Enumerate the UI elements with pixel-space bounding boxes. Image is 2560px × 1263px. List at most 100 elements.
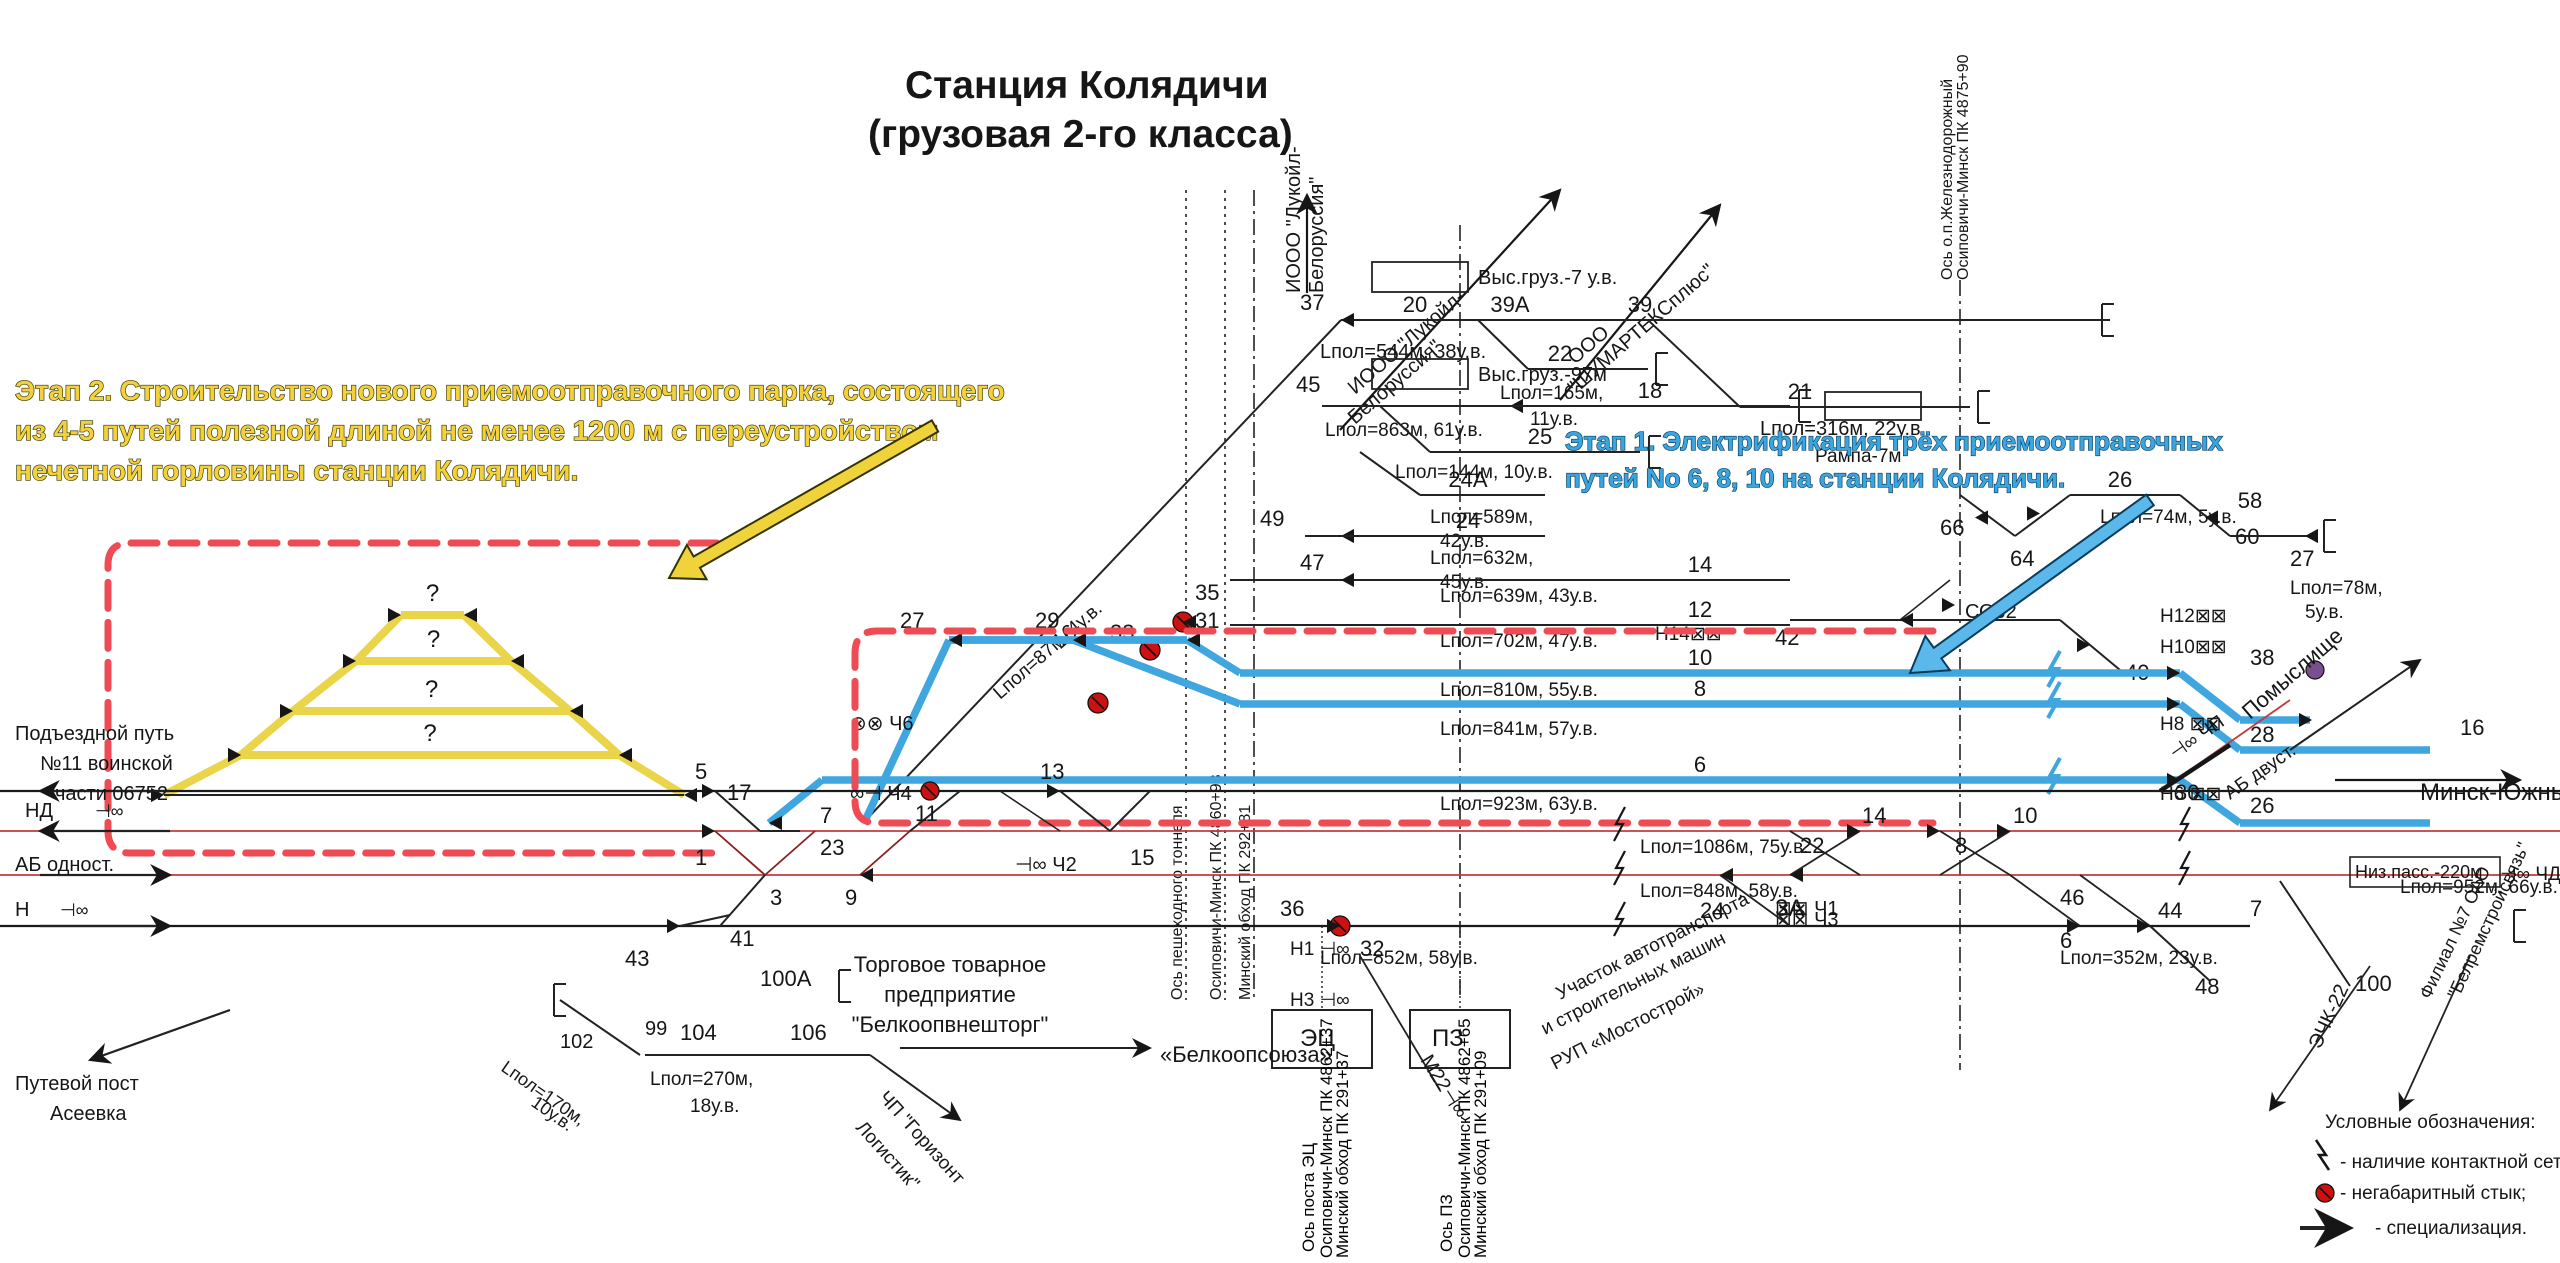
- svg-text:45: 45: [1296, 372, 1320, 397]
- svg-text:Минский обход ПК 292+81: Минский обход ПК 292+81: [1237, 805, 1254, 1000]
- svg-text:Н1 ⊣∞: Н1 ⊣∞: [1290, 939, 1350, 960]
- svg-text:6: 6: [1694, 752, 1706, 777]
- svg-text:5у.в.: 5у.в.: [2305, 602, 2344, 623]
- svg-text:Ось о.п.Железнодорожный: Ось о.п.Железнодорожный: [1939, 79, 1956, 280]
- svg-text:10: 10: [1688, 645, 1712, 670]
- svg-text:Станция Колядичи: Станция Колядичи: [905, 64, 1269, 107]
- svg-text:39: 39: [1628, 292, 1652, 317]
- svg-text:Н: Н: [15, 899, 29, 921]
- svg-text:(грузовая 2-го класса): (грузовая 2-го класса): [868, 113, 1293, 156]
- svg-text:44: 44: [2158, 898, 2182, 923]
- svg-text:25: 25: [1528, 424, 1552, 449]
- svg-text:?: ?: [426, 580, 439, 607]
- svg-text:48: 48: [2195, 974, 2219, 999]
- svg-text:Lпол=639м, 43у.в.: Lпол=639м, 43у.в.: [1440, 586, 1598, 607]
- svg-text:43: 43: [625, 946, 649, 971]
- svg-text:Этап 2. Строительство нового п: Этап 2. Строительство нового приемоотпра…: [15, 375, 1005, 406]
- svg-text:?: ?: [425, 676, 438, 703]
- svg-text:Н12⊠⊠: Н12⊠⊠: [2160, 606, 2227, 627]
- svg-text:Минск-Южный: Минск-Южный: [2420, 779, 2560, 806]
- svg-text:Lпол=923м, 63у.в.: Lпол=923м, 63у.в.: [1440, 794, 1598, 815]
- svg-text:99: 99: [645, 1018, 667, 1040]
- svg-text:5: 5: [695, 759, 707, 784]
- svg-text:⊣∞: ⊣∞: [60, 900, 89, 920]
- svg-text:Lпол=78м,: Lпол=78м,: [2290, 578, 2383, 599]
- svg-text:15: 15: [1130, 845, 1154, 870]
- svg-text:Н10⊠⊠: Н10⊠⊠: [2160, 637, 2227, 658]
- svg-text:⊗⊗ Ч6: ⊗⊗ Ч6: [850, 713, 914, 735]
- svg-text:«Белкоопсоюза»: «Белкоопсоюза»: [1160, 1042, 1332, 1067]
- svg-text:Осиповичи-Минск ПК 4875+90: Осиповичи-Минск ПК 4875+90: [1955, 54, 1972, 280]
- svg-text:- специализация.: - специализация.: [2375, 1218, 2527, 1239]
- svg-text:66: 66: [1940, 515, 1964, 540]
- svg-text:49: 49: [1260, 506, 1284, 531]
- svg-text:Путевой пост: Путевой пост: [15, 1073, 139, 1095]
- svg-text:Торговое товарное: Торговое товарное: [854, 952, 1047, 977]
- svg-text:46: 46: [2060, 885, 2084, 910]
- svg-text:Осиповичи-Минск ПК 4860+93: Осиповичи-Минск ПК 4860+93: [1208, 774, 1225, 1000]
- svg-text:36: 36: [1280, 896, 1304, 921]
- svg-text:Минский обход ПК 291+37: Минский обход ПК 291+37: [1333, 1051, 1352, 1258]
- svg-text:⊣∞ Ч2: ⊣∞ Ч2: [1015, 854, 1077, 876]
- svg-text:Низ.пасс.-220м: Низ.пасс.-220м: [2355, 862, 2482, 882]
- svg-text:Lпол=810м, 55у.в.: Lпол=810м, 55у.в.: [1440, 680, 1598, 701]
- svg-text:17: 17: [727, 780, 751, 805]
- svg-text:64: 64: [2010, 546, 2034, 571]
- svg-text:Ось поста ЭЦ: Ось поста ЭЦ: [1299, 1143, 1318, 1252]
- svg-text:7: 7: [820, 803, 832, 828]
- svg-text:102: 102: [560, 1031, 593, 1053]
- svg-text:41: 41: [730, 926, 754, 951]
- svg-text:Условные обозначения:: Условные обозначения:: [2325, 1112, 2536, 1133]
- svg-text:Lпол=352м, 23у.в.: Lпол=352м, 23у.в.: [2060, 948, 2218, 969]
- svg-text:8: 8: [1955, 833, 1967, 858]
- svg-text:23: 23: [820, 835, 844, 860]
- svg-text:НД: НД: [25, 800, 53, 822]
- svg-text:из 4-5 путей полезной длиной н: из 4-5 путей полезной длиной не менее 12…: [15, 415, 939, 446]
- svg-text:№11 воинской: №11 воинской: [40, 753, 173, 775]
- svg-text:24: 24: [1456, 508, 1480, 533]
- svg-text:Подъездной путь: Подъездной путь: [15, 723, 174, 745]
- svg-text:Асеевка: Асеевка: [50, 1103, 127, 1125]
- svg-text:?: ?: [423, 720, 436, 747]
- svg-text:части 06752: части 06752: [55, 783, 168, 805]
- svg-text:20: 20: [1403, 292, 1427, 317]
- svg-text:37: 37: [1300, 290, 1324, 315]
- svg-text:Выс.груз.-97м: Выс.груз.-97м: [1478, 364, 1607, 386]
- svg-text:"Белкоопвнешторг": "Белкоопвнешторг": [852, 1012, 1049, 1037]
- svg-text:Выс.груз.-7 у.в.: Выс.груз.-7 у.в.: [1478, 267, 1617, 289]
- svg-text:Lпол=863м, 61у.в.: Lпол=863м, 61у.в.: [1325, 420, 1483, 441]
- svg-text:27: 27: [2290, 546, 2314, 571]
- svg-text:предприятие: предприятие: [884, 982, 1016, 1007]
- svg-text:14: 14: [1862, 803, 1886, 828]
- svg-text:Белоруссия": Белоруссия": [1306, 177, 1328, 293]
- svg-text:22: 22: [1548, 341, 1572, 366]
- svg-text:- негабаритный стык;: - негабаритный стык;: [2340, 1183, 2526, 1204]
- svg-text:путей No 6, 8, 10 на станции К: путей No 6, 8, 10 на станции Колядичи.: [1565, 463, 2065, 493]
- svg-text:1: 1: [695, 845, 707, 870]
- svg-text:14: 14: [1688, 552, 1712, 577]
- svg-text:ИООО "Лукойл-: ИООО "Лукойл-: [1283, 146, 1305, 293]
- svg-text:10: 10: [2013, 803, 2037, 828]
- svg-text:Lпол=632м,: Lпол=632м,: [1430, 548, 1533, 569]
- svg-text:18: 18: [1638, 378, 1662, 403]
- svg-text:- наличие контактной сети;: - наличие контактной сети;: [2340, 1152, 2560, 1173]
- svg-text:АБ одност.: АБ одност.: [15, 854, 114, 876]
- svg-text:Ось ПЗ: Ось ПЗ: [1437, 1194, 1456, 1252]
- svg-text:Ось пешеходного тоннеля: Ось пешеходного тоннеля: [1169, 805, 1186, 1000]
- svg-text:7: 7: [2250, 896, 2262, 921]
- svg-text:24A: 24A: [1448, 467, 1487, 492]
- svg-text:Этап 1. Электрификация трёх пр: Этап 1. Электрификация трёх приемоотправ…: [1565, 426, 2223, 456]
- svg-text:39А: 39А: [1490, 292, 1529, 317]
- svg-text:38: 38: [2250, 645, 2274, 670]
- svg-text:47: 47: [1300, 550, 1324, 575]
- svg-text:11: 11: [915, 801, 938, 826]
- svg-text:13: 13: [1040, 759, 1064, 784]
- svg-text:Lпол=1086м, 75у.в.: Lпол=1086м, 75у.в.: [1640, 837, 1808, 858]
- svg-text:104: 104: [680, 1020, 717, 1045]
- svg-text:Н3 ⊣∞: Н3 ⊣∞: [1290, 990, 1350, 1011]
- svg-text:100: 100: [2355, 971, 2392, 996]
- svg-text:9: 9: [845, 885, 857, 910]
- svg-text:16: 16: [2460, 715, 2484, 740]
- svg-text:18у.в.: 18у.в.: [690, 1096, 739, 1117]
- svg-text:?: ?: [427, 626, 440, 653]
